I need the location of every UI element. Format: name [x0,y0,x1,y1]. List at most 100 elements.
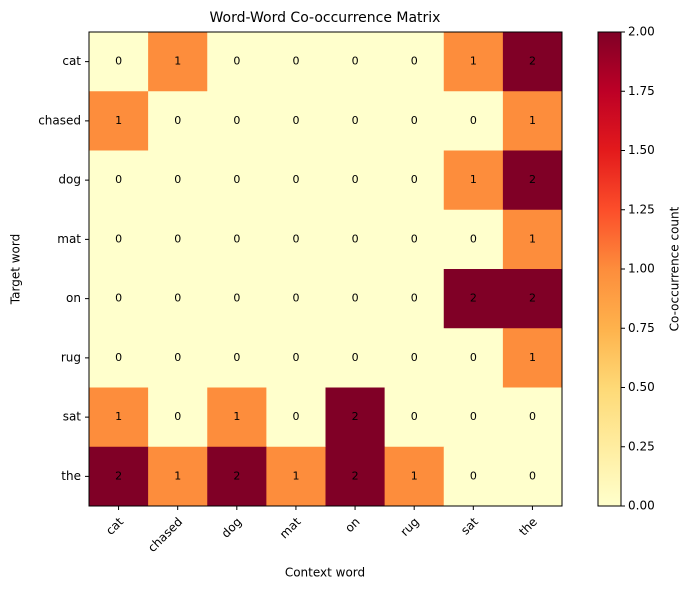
cell-label: 1 [470,173,477,186]
cell-label: 2 [529,55,536,68]
heatmap-cell [502,328,563,388]
heatmap-cell [384,387,445,448]
heatmap-cell [502,32,563,92]
cell-label: 2 [115,469,122,482]
heatmap-cell [443,328,504,388]
cell-label: 1 [292,469,299,482]
colorbar-tick-label: 0.00 [628,499,655,513]
cell-label: 0 [292,55,299,68]
x-tick-label: rug [398,515,422,539]
heatmap-cell [384,446,445,507]
heatmap-cell [207,269,267,329]
heatmap-cell [443,209,504,270]
cell-label: 0 [115,351,122,364]
x-tick-label: the [516,515,540,539]
cell-label: 0 [292,351,299,364]
cell-label: 0 [174,232,181,245]
cell-label: 2 [233,469,240,482]
heatmap-cell [207,328,267,388]
cell-label: 0 [352,173,359,186]
heatmap-cell [89,32,149,92]
cell-label: 0 [233,351,240,364]
x-axis-label: Context word [285,566,365,580]
cell-label: 0 [352,351,359,364]
heatmap-cell [443,150,504,211]
heatmap-cell [148,91,208,151]
heatmap-cell [443,446,504,507]
heatmap-cell [207,387,267,448]
heatmap-cell [266,328,326,388]
colorbar [597,31,622,507]
chart-title: Word-Word Co-occurrence Matrix [210,10,441,26]
heatmap-cell [148,209,208,270]
heatmap-cell [502,446,563,507]
colorbar-tick-label: 0.25 [628,439,655,453]
heatmap-cell [384,269,445,329]
heatmap-cell [266,209,326,270]
y-tick-label: cat [62,54,81,68]
y-tick-label: the [61,469,81,483]
heatmap-cell [384,91,445,151]
heatmap-cell [502,91,563,151]
cell-label: 0 [411,292,418,305]
cell-label: 0 [470,232,477,245]
cell-label: 0 [470,114,477,127]
heatmap-cell [502,150,563,211]
cell-label: 0 [292,410,299,423]
cell-label: 0 [411,351,418,364]
cell-label: 2 [352,410,359,423]
colorbar-label: Co-occurrence count [668,206,682,331]
cell-label: 0 [292,292,299,305]
colorbar-tick-label: 1.50 [628,143,655,157]
cell-label: 1 [529,351,536,364]
cell-label: 0 [529,469,536,482]
heatmap-cell [384,32,445,92]
cell-label: 0 [529,410,536,423]
x-tick-label: chased [145,515,185,555]
cell-label: 0 [174,114,181,127]
cell-label: 2 [529,292,536,305]
cell-label: 0 [115,173,122,186]
cell-label: 0 [411,114,418,127]
cell-label: 0 [352,55,359,68]
y-tick-label: on [66,291,81,305]
heatmap-cell [266,269,326,329]
heatmap-cell [89,446,149,507]
heatmap-cell [266,446,326,507]
heatmap-cell [89,269,149,329]
heatmap-cell [148,269,208,329]
heatmap-cell [207,446,267,507]
x-tick-label: cat [103,514,126,537]
heatmap-cell [443,387,504,448]
cell-label: 2 [529,173,536,186]
x-tick-label: sat [458,514,481,537]
heatmap-cell [325,150,386,211]
cell-label: 1 [529,232,536,245]
cell-label: 1 [233,410,240,423]
heatmap-cell [207,209,267,270]
heatmap-cell [502,269,563,329]
cell-label: 0 [233,292,240,305]
heatmap-cell [266,387,326,448]
heatmap-cell [148,387,208,448]
cell-label: 0 [352,114,359,127]
heatmap-cell [325,209,386,270]
heatmap-cell [148,328,208,388]
y-tick-label: mat [57,232,81,246]
cell-label: 0 [470,351,477,364]
cell-label: 0 [292,173,299,186]
heatmap-cell [325,387,386,448]
heatmap-cell [89,150,149,211]
cell-label: 1 [174,55,181,68]
cell-label: 1 [174,469,181,482]
heatmap-cell [148,150,208,211]
cell-label: 0 [174,410,181,423]
heatmap-cell [266,32,326,92]
cell-label: 0 [352,292,359,305]
cell-label: 1 [470,55,477,68]
y-tick-label: sat [63,410,82,424]
x-tick-label: mat [277,514,304,541]
cell-label: 0 [233,55,240,68]
x-tick-label: dog [219,515,245,541]
